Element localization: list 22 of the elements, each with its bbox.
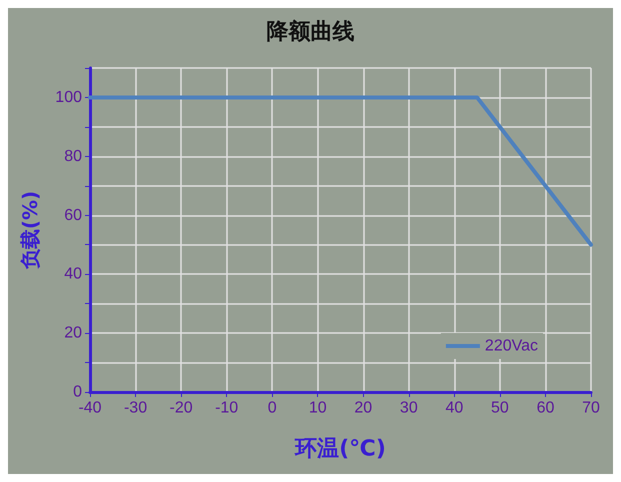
y-axis-title: 负载(%) xyxy=(18,190,42,270)
x-tick-label: -20 xyxy=(170,400,193,416)
y-tick-label: 0 xyxy=(73,384,82,400)
x-axis-title: 环温(℃) xyxy=(294,436,386,462)
legend-label: 220Vac xyxy=(484,338,538,354)
x-tick-label: 0 xyxy=(268,400,277,416)
x-tick-label: 50 xyxy=(491,400,509,416)
y-tick-label: 40 xyxy=(64,266,82,283)
x-tick-label: -30 xyxy=(124,400,148,416)
y-tick-label: 60 xyxy=(64,206,82,224)
x-tick-label: 30 xyxy=(400,400,418,416)
x-tick-label: -40 xyxy=(78,400,102,416)
x-tick-label: 10 xyxy=(308,400,327,416)
x-tick-label: 40 xyxy=(445,400,464,416)
y-tick-label: 80 xyxy=(64,148,82,165)
y-tick-label: 100 xyxy=(55,88,82,106)
y-tick-label: 20 xyxy=(64,324,82,342)
x-tick-label: 20 xyxy=(354,400,372,416)
x-tick-label: 60 xyxy=(536,400,554,416)
x-tick-label: -10 xyxy=(215,400,238,416)
chart-title: 降额曲线 xyxy=(266,18,354,44)
x-tick-label: 70 xyxy=(582,400,600,416)
